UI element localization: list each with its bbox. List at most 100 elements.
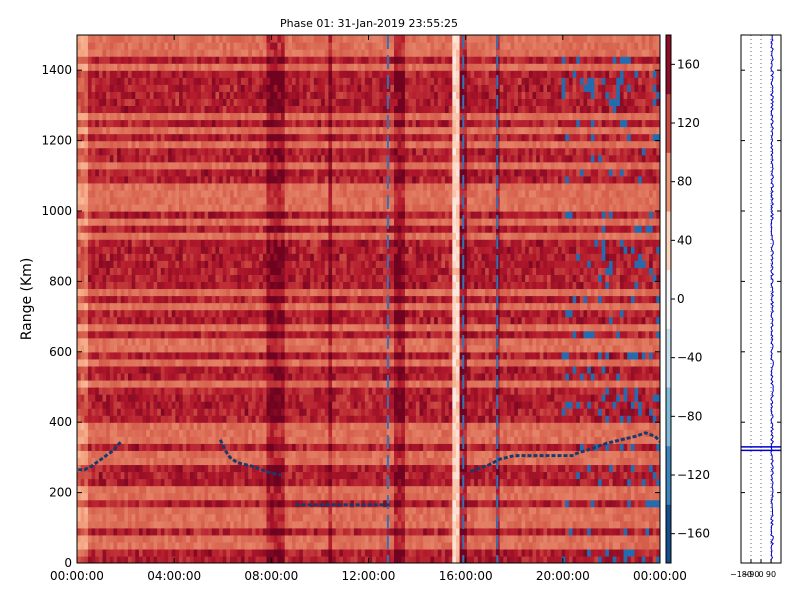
heatmap-cell (496, 365, 501, 374)
heatmap-cell (466, 415, 472, 423)
heatmap-cell (135, 394, 140, 402)
heatmap-cell (419, 379, 424, 388)
heatmap-cell (102, 471, 107, 480)
heatmap-cell (550, 527, 555, 536)
heatmap-cell (313, 555, 319, 563)
heatmap-cell (430, 436, 435, 444)
heatmap-cell (102, 344, 107, 353)
heatmap-cell (353, 422, 359, 430)
heatmap-cell (430, 387, 435, 395)
heatmap-cell (397, 401, 402, 409)
heatmap-cell (572, 422, 577, 430)
heatmap-cell (171, 358, 176, 367)
heatmap-cell (328, 457, 333, 466)
heatmap-cell (514, 499, 519, 508)
heatmap-cell (117, 534, 122, 543)
heatmap-cell (335, 415, 340, 423)
heatmap-cell (281, 527, 286, 536)
heatmap-cell (397, 541, 402, 550)
heatmap-cell (335, 527, 340, 536)
heatmap-cell (91, 555, 96, 563)
heatmap-cell (186, 520, 191, 529)
heatmap-cell (426, 394, 432, 402)
heatmap-cell (175, 485, 180, 494)
heatmap-cell (583, 492, 588, 501)
heatmap-cell (135, 548, 140, 557)
heatmap-cell (470, 387, 475, 395)
heatmap-cell (179, 401, 184, 409)
heatmap-cell (430, 429, 435, 437)
heatmap-cell (193, 457, 198, 466)
heatmap-cell (601, 372, 606, 381)
heatmap-cell (120, 464, 125, 473)
heatmap-cell (612, 541, 617, 550)
heatmap-cell (171, 387, 176, 395)
heatmap-cell (364, 429, 370, 437)
heatmap-cell (503, 344, 508, 353)
heatmap-cell (215, 436, 220, 444)
heatmap-cell (310, 344, 315, 353)
heatmap-cell (84, 520, 89, 529)
heatmap-cell (572, 415, 577, 423)
heatmap-cell (306, 351, 311, 360)
heatmap-cell (288, 499, 293, 508)
heatmap-cell (179, 422, 184, 430)
heatmap-cell (547, 555, 552, 563)
heatmap-cell (284, 457, 289, 466)
heatmap-cell (441, 471, 446, 480)
heatmap-cell (561, 443, 566, 451)
heatmap-cell (368, 379, 373, 388)
heatmap-cell (98, 372, 104, 381)
heatmap-cell (179, 372, 184, 381)
heatmap-cell (572, 450, 577, 458)
heatmap-cell (397, 548, 402, 557)
heatmap-cell (350, 450, 355, 458)
heatmap-cell (554, 464, 559, 473)
heatmap-cell (251, 443, 257, 451)
heatmap-cell (412, 541, 417, 550)
heatmap-cell (441, 450, 446, 458)
heatmap-cell (138, 541, 144, 550)
heatmap-cell (124, 555, 129, 563)
heatmap-cell (237, 457, 242, 466)
heatmap-cell (368, 534, 373, 543)
heatmap-cell (361, 457, 366, 466)
heatmap-cell (211, 372, 217, 381)
heatmap-cell (576, 541, 581, 550)
heatmap-cell (357, 358, 362, 367)
heatmap-cell (561, 387, 566, 395)
heatmap-cell (317, 422, 322, 430)
heatmap-cell (470, 415, 475, 423)
heatmap-cell (503, 478, 508, 487)
heatmap-cell (248, 351, 253, 360)
heatmap-cell (649, 478, 654, 487)
heatmap-cell (419, 401, 424, 409)
heatmap-cell (353, 478, 359, 487)
heatmap-cell (302, 365, 308, 374)
heatmap-cell (77, 401, 82, 409)
heatmap-cell (281, 344, 286, 353)
heatmap-cell (128, 358, 133, 367)
heatmap-cell (200, 478, 206, 487)
heatmap-cell (306, 443, 311, 451)
heatmap-cell (153, 401, 158, 409)
heatmap-cell (197, 429, 202, 437)
heatmap-cell (383, 387, 388, 395)
heatmap-cell (102, 499, 107, 508)
heatmap-cell (375, 499, 381, 508)
heatmap-cell (415, 415, 421, 423)
heatmap-cell (532, 408, 537, 416)
heatmap-cell (240, 401, 246, 409)
heatmap-cell (521, 534, 526, 543)
heatmap-cell (313, 401, 319, 409)
heatmap-cell (623, 527, 628, 536)
heatmap-cell (601, 548, 606, 557)
heatmap-cell (106, 415, 111, 423)
heatmap-cell (634, 344, 639, 353)
heatmap-cell (565, 401, 570, 409)
heatmap-cell (379, 534, 384, 543)
heatmap-cell (353, 520, 359, 529)
heatmap-cell (208, 492, 213, 501)
heatmap-cell (434, 358, 439, 367)
heatmap-cell (273, 387, 278, 395)
